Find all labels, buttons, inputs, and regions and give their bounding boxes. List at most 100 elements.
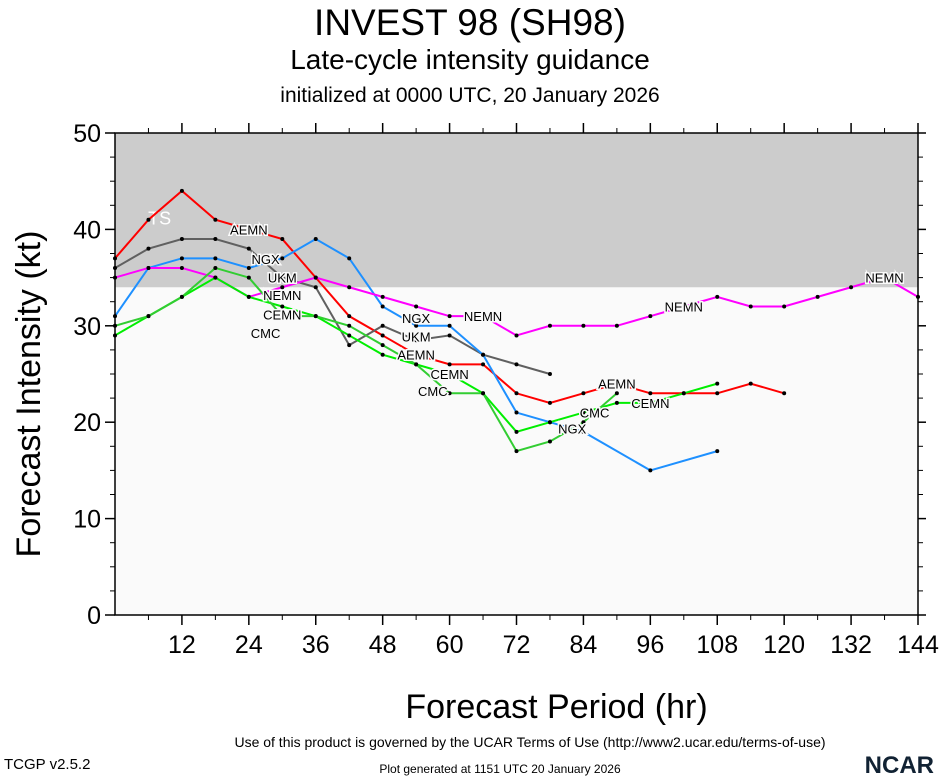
series-label-nemn: NEMN (263, 288, 301, 303)
data-point (715, 449, 720, 454)
data-point (648, 400, 653, 405)
data-point (447, 372, 452, 376)
data-point (447, 323, 452, 328)
data-point (815, 294, 820, 299)
x-tick-label: 24 (235, 631, 263, 659)
data-point (514, 410, 519, 415)
series-label-aemn: AEMN (230, 222, 268, 237)
data-point (547, 439, 552, 444)
data-point (313, 275, 318, 280)
data-point (280, 237, 285, 242)
data-point (246, 227, 251, 232)
series-label-ngx: NGX (558, 422, 587, 437)
y-tick-label: 40 (73, 216, 101, 244)
x-tick-label: 108 (696, 631, 738, 659)
data-point (414, 362, 419, 367)
data-point (380, 294, 385, 299)
data-point (246, 294, 251, 299)
y-axis-label: Forecast Intensity (kt) (10, 231, 48, 558)
series-label-cmc: CMC (418, 384, 448, 399)
data-point (849, 285, 854, 290)
data-point (414, 338, 419, 343)
data-point (581, 323, 586, 328)
data-point (347, 314, 352, 319)
x-tick-label: 120 (763, 631, 805, 659)
data-point (313, 314, 318, 319)
data-point (581, 410, 586, 415)
data-point (213, 237, 218, 242)
y-tick-label: 10 (73, 506, 101, 534)
data-point (882, 275, 887, 280)
data-point (280, 304, 285, 309)
init-time: initialized at 0000 UTC, 20 January 2026 (280, 84, 660, 107)
data-point (380, 333, 385, 338)
series-label-nemn: NEMN (665, 300, 703, 315)
data-point (347, 256, 352, 261)
x-tick-label: 84 (570, 631, 598, 659)
data-point (380, 323, 385, 328)
ncar-logo: NCAR (864, 752, 934, 779)
tropical-storm-band (115, 133, 918, 288)
data-point (681, 304, 686, 309)
data-point (146, 246, 151, 251)
data-point (514, 429, 519, 434)
data-point (146, 265, 151, 270)
data-point (313, 285, 318, 290)
data-point (481, 352, 486, 357)
data-point (648, 468, 653, 473)
series-label-cmc: CMC (580, 406, 610, 421)
data-point (447, 362, 452, 367)
data-point (481, 362, 486, 367)
x-tick-label: 72 (503, 631, 531, 659)
data-point (280, 314, 285, 319)
data-point (246, 246, 251, 251)
data-point (748, 381, 753, 386)
series-label-aemn: AEMN (397, 348, 435, 363)
data-point (179, 188, 184, 193)
band-label: TS (148, 209, 171, 229)
data-point (648, 391, 653, 396)
series-label-nemn: NEMN (464, 309, 502, 324)
data-point (481, 314, 486, 319)
data-point (146, 314, 151, 319)
data-point (514, 391, 519, 396)
data-point (347, 333, 352, 338)
data-point (648, 314, 653, 319)
chart-title: INVEST 98 (SH98) (314, 2, 626, 43)
series-label-nemn: NEMN (865, 271, 903, 286)
series-label-cemn: CEMN (430, 367, 468, 382)
y-tick-label: 50 (73, 120, 101, 148)
data-point (380, 304, 385, 309)
data-point (347, 285, 352, 290)
data-point (547, 323, 552, 328)
data-point (146, 217, 151, 222)
data-point (715, 381, 720, 386)
terms-of-use: Use of this product is governed by the U… (234, 734, 826, 750)
series-line-ukm (114, 238, 551, 375)
data-point (380, 352, 385, 357)
chart-subtitle: Late-cycle intensity guidance (290, 44, 650, 75)
version: TCGP v2.5.2 (4, 756, 91, 773)
series-label-aemn: AEMN (598, 377, 636, 392)
x-tick-label: 36 (302, 631, 330, 659)
data-point (414, 352, 419, 357)
data-point (280, 275, 285, 280)
x-tick-label: 12 (168, 631, 196, 659)
x-axis-label: Forecast Period (hr) (405, 688, 707, 726)
data-point (782, 391, 787, 396)
data-point (681, 391, 686, 396)
y-tick-label: 20 (73, 409, 101, 437)
series-line-cmc (114, 266, 618, 453)
x-tick-label: 132 (830, 631, 872, 659)
data-point (246, 275, 251, 280)
data-point (514, 362, 519, 367)
data-point (547, 400, 552, 405)
series-label-cmc: CMC (251, 326, 281, 341)
data-point (614, 381, 619, 386)
data-point (179, 294, 184, 299)
data-point (347, 343, 352, 348)
data-point (782, 304, 787, 309)
data-point (514, 333, 519, 338)
data-point (547, 420, 552, 425)
data-point (414, 323, 419, 328)
